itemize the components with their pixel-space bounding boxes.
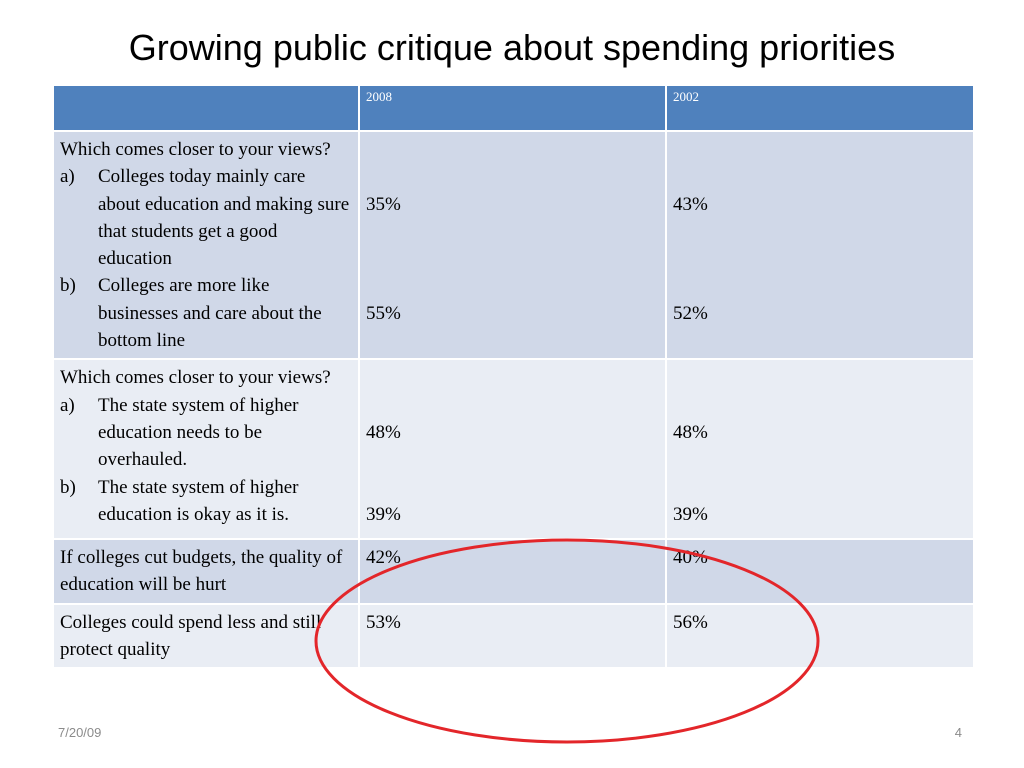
table-row: Colleges could spend less and still prot…: [52, 602, 975, 670]
option-a: a) The state system of higher education …: [60, 392, 352, 474]
page-number: 4: [954, 725, 962, 740]
header-2002: 2002: [665, 84, 975, 132]
value-b-2002: 52%: [673, 302, 708, 324]
value-cell-2008: 53%: [358, 602, 667, 670]
table-row: Which comes closer to your views? a) The…: [52, 358, 975, 541]
value-cell-2008: 48% 39%: [358, 358, 667, 541]
option-text: The state system of higher education nee…: [98, 394, 299, 471]
option-letter: b): [60, 275, 76, 297]
value-a-2002: 43%: [673, 193, 708, 215]
value-cell-2002: 56%: [665, 602, 975, 670]
value-cell-2002: 40%: [665, 538, 975, 605]
question-cell: Which comes closer to your views? a) The…: [52, 358, 360, 541]
option-text: Colleges today mainly care about educati…: [98, 166, 350, 270]
header-2008: 2008: [358, 84, 667, 132]
option-b: b) The state system of higher education …: [60, 474, 352, 529]
question-text: Which comes closer to your views?: [60, 367, 331, 389]
option-text: Colleges are more like businesses and ca…: [98, 275, 322, 352]
option-b: b) Colleges are more like businesses and…: [60, 272, 352, 354]
value-b-2002: 39%: [673, 503, 708, 525]
option-text: The state system of higher education is …: [98, 476, 299, 525]
header-blank: [52, 84, 360, 132]
value-cell-2008: 35% 55%: [358, 129, 667, 361]
value-a-2008: 35%: [366, 193, 401, 215]
slide-title: Growing public critique about spending p…: [128, 27, 896, 68]
value-cell-2002: 48% 39%: [665, 358, 975, 541]
footer-date: 7/20/09: [58, 725, 102, 740]
survey-table: 2008 2002 Which comes closer to your vie…: [52, 84, 975, 670]
table-row: Which comes closer to your views? a) Col…: [52, 129, 975, 361]
value-cell-2008: 42%: [358, 538, 667, 605]
value-a-2008: 48%: [366, 421, 401, 443]
value-cell-2002: 43% 52%: [665, 129, 975, 361]
statement-cell: If colleges cut budgets, the quality of …: [52, 538, 360, 605]
value-b-2008: 55%: [366, 302, 401, 324]
value-a-2002: 48%: [673, 421, 708, 443]
option-letter: b): [60, 476, 76, 498]
option-letter: a): [60, 166, 75, 188]
question-text: Which comes closer to your views?: [60, 139, 331, 160]
statement-cell: Colleges could spend less and still prot…: [52, 602, 360, 670]
question-cell: Which comes closer to your views? a) Col…: [52, 129, 360, 361]
table-row: If colleges cut budgets, the quality of …: [52, 538, 975, 605]
value-b-2008: 39%: [366, 503, 401, 525]
option-a: a) Colleges today mainly care about educ…: [60, 163, 352, 272]
option-letter: a): [60, 394, 75, 416]
table-header-row: 2008 2002: [52, 84, 975, 132]
